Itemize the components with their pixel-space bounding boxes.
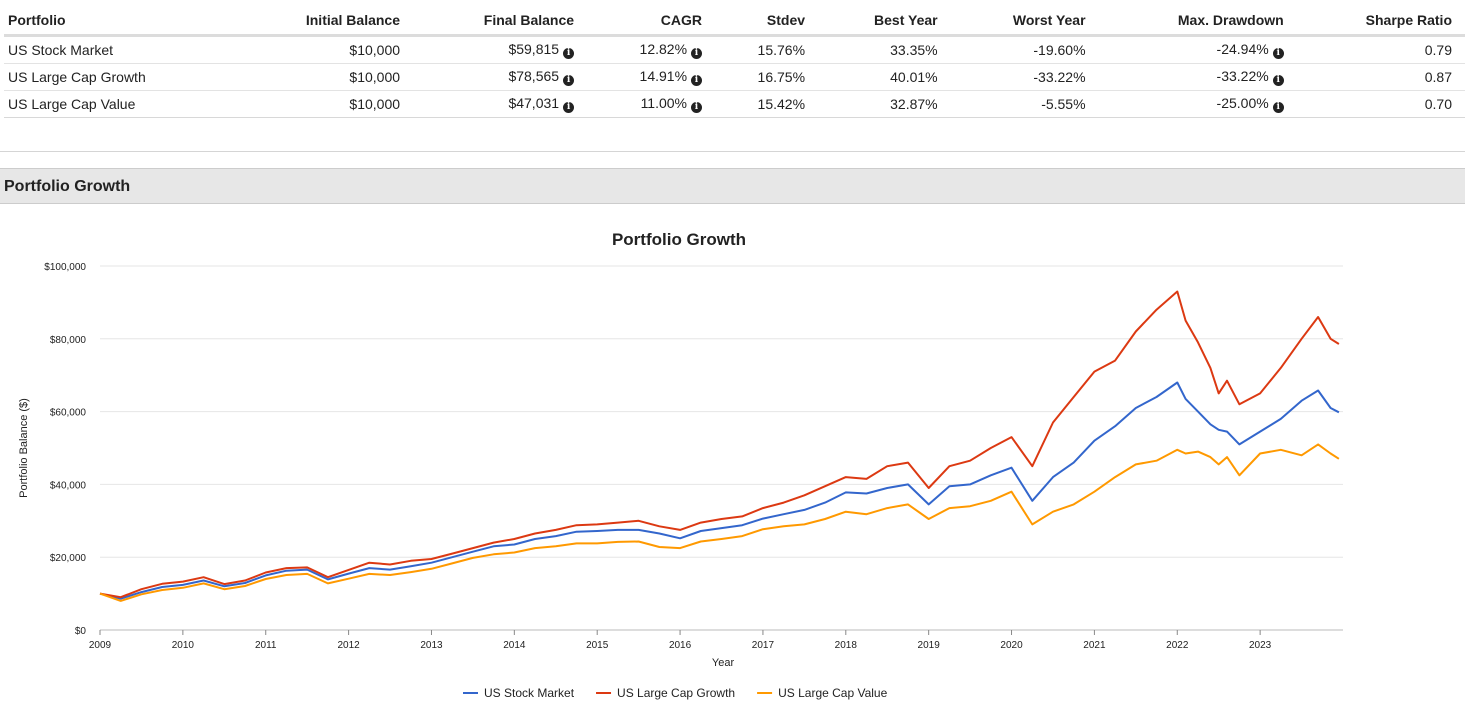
x-tick-label: 2015: [586, 640, 609, 651]
series-line-us-stock-market: [99, 381, 1340, 600]
cell-value: -33.22%: [1216, 68, 1269, 84]
header-worst-year[interactable]: Worst Year: [941, 5, 1090, 37]
y-axis-ticks: $0 $20,000 $40,000 $60,000 $80,000 $100,000: [44, 262, 86, 637]
cell-stdev: 15.76%: [706, 35, 810, 64]
cell-worst-year: -5.55%: [941, 90, 1090, 118]
cell-initial-balance: $10,000: [206, 63, 405, 91]
x-tick-label: 2022: [1166, 640, 1189, 651]
cell-value: 11.00%: [640, 95, 688, 111]
cell-final-balance: $78,565 i: [404, 63, 579, 91]
section-divider: [0, 151, 1465, 152]
cell-sharpe-ratio: 0.79: [1287, 35, 1465, 64]
table-row: US Large Cap Growth $10,000 $78,565 i 14.…: [4, 63, 1465, 91]
info-circle-icon[interactable]: i: [563, 75, 575, 86]
x-tick-label: 2012: [337, 640, 360, 651]
chart-series-lines: [99, 290, 1340, 602]
cell-max-drawdown: -24.94% i: [1089, 35, 1288, 64]
chart-grid: [100, 265, 1343, 631]
header-portfolio[interactable]: Portfolio: [4, 5, 207, 37]
series-line-us-large-cap-value: [99, 443, 1340, 602]
table-row: US Stock Market $10,000 $59,815 i 12.82% i…: [4, 35, 1465, 64]
header-max-drawdown[interactable]: Max. Drawdown: [1089, 5, 1288, 37]
y-tick-label: $60,000: [50, 408, 87, 419]
x-tick-label: 2010: [172, 640, 195, 651]
legend-label: US Large Cap Value: [778, 686, 888, 700]
y-axis-label: Portfolio Balance ($): [18, 398, 30, 498]
cell-worst-year: -33.22%: [941, 63, 1090, 91]
header-final-balance[interactable]: Final Balance: [404, 5, 579, 37]
cell-worst-year: -19.60%: [941, 35, 1090, 64]
portfolio-summary-table: Portfolio Initial Balance Final Balance …: [4, 5, 1465, 118]
cell-cagr: 12.82% i: [578, 35, 707, 64]
legend-label: US Stock Market: [484, 686, 575, 700]
header-best-year[interactable]: Best Year: [809, 5, 942, 37]
info-circle-icon[interactable]: i: [691, 75, 703, 86]
cell-initial-balance: $10,000: [206, 90, 405, 118]
table-row: US Large Cap Value $10,000 $47,031 i 11.0…: [4, 90, 1465, 118]
header-initial-balance[interactable]: Initial Balance: [206, 5, 405, 37]
cell-value: 12.82%: [639, 41, 688, 57]
x-tick-label: 2023: [1249, 640, 1272, 651]
info-circle-icon[interactable]: i: [1272, 75, 1284, 86]
cell-value: -24.94%: [1216, 41, 1269, 57]
info-circle-icon[interactable]: i: [563, 48, 575, 59]
cell-value: 14.91%: [639, 68, 688, 84]
cell-final-balance: $59,815 i: [404, 35, 579, 64]
x-tick-label: 2014: [503, 640, 526, 651]
legend-label: US Large Cap Growth: [617, 686, 735, 700]
cell-best-year: 32.87%: [809, 90, 942, 118]
y-tick-label: $40,000: [50, 480, 87, 491]
cell-max-drawdown: -33.22% i: [1089, 63, 1288, 91]
x-tick-label: 2021: [1083, 640, 1106, 651]
cell-initial-balance: $10,000: [206, 35, 405, 64]
x-tick-label: 2018: [835, 640, 858, 651]
y-tick-label: $0: [75, 626, 87, 637]
info-circle-icon[interactable]: i: [1272, 102, 1284, 113]
info-circle-icon[interactable]: i: [563, 102, 575, 113]
cell-cagr: 14.91% i: [578, 63, 707, 91]
header-cagr[interactable]: CAGR: [578, 5, 707, 37]
x-tick-label: 2009: [89, 640, 112, 651]
cell-best-year: 33.35%: [809, 35, 942, 64]
x-axis-ticks: 2009 2010 2011 2012 2013 2014 2015 2016 2017 2018…: [89, 630, 1272, 651]
cell-value: -25.00%: [1216, 95, 1269, 111]
series-line-us-large-cap-growth: [99, 290, 1340, 599]
x-axis-label: Year: [712, 657, 735, 669]
y-tick-label: $80,000: [50, 335, 87, 346]
y-tick-label: $20,000: [50, 553, 87, 564]
header-stdev[interactable]: Stdev: [706, 5, 810, 37]
info-circle-icon[interactable]: i: [691, 48, 703, 59]
cell-portfolio: US Large Cap Growth: [4, 63, 207, 91]
x-tick-label: 2020: [1000, 640, 1023, 651]
section-title: Portfolio Growth: [4, 178, 131, 195]
y-tick-label: $100,000: [44, 262, 86, 273]
cell-best-year: 40.01%: [809, 63, 942, 91]
cell-value: $78,565: [508, 68, 560, 84]
table-header-row: Portfolio Initial Balance Final Balance …: [4, 5, 1465, 37]
cell-cagr: 11.00% i: [578, 90, 707, 118]
cell-max-drawdown: -25.00% i: [1089, 90, 1288, 118]
cell-value: $47,031: [508, 95, 560, 111]
info-circle-icon[interactable]: i: [1272, 48, 1284, 59]
cell-value: $59,815: [508, 41, 560, 57]
cell-sharpe-ratio: 0.87: [1287, 63, 1465, 91]
cell-portfolio: US Large Cap Value: [4, 90, 207, 118]
x-tick-label: 2019: [918, 640, 941, 651]
x-tick-label: 2013: [420, 640, 443, 651]
chart-legend: US Stock Market US Large Cap Growth US Lar…: [463, 686, 888, 700]
cell-stdev: 16.75%: [706, 63, 810, 91]
cell-sharpe-ratio: 0.70: [1287, 90, 1465, 118]
header-sharpe-ratio[interactable]: Sharpe Ratio: [1287, 5, 1465, 37]
cell-portfolio: US Stock Market: [4, 35, 207, 64]
x-tick-label: 2016: [669, 640, 692, 651]
info-circle-icon[interactable]: i: [691, 102, 703, 113]
cell-final-balance: $47,031 i: [404, 90, 579, 118]
portfolio-growth-chart: $0 $20,000 $40,000 $60,000 $80,000 $100,000 2…: [18, 230, 1343, 700]
portfolio-growth-section-header: Portfolio Growth: [0, 168, 1465, 204]
x-tick-label: 2017: [752, 640, 775, 651]
chart-title: Portfolio Growth: [612, 230, 746, 249]
x-tick-label: 2011: [255, 640, 277, 651]
cell-stdev: 15.42%: [706, 90, 810, 118]
